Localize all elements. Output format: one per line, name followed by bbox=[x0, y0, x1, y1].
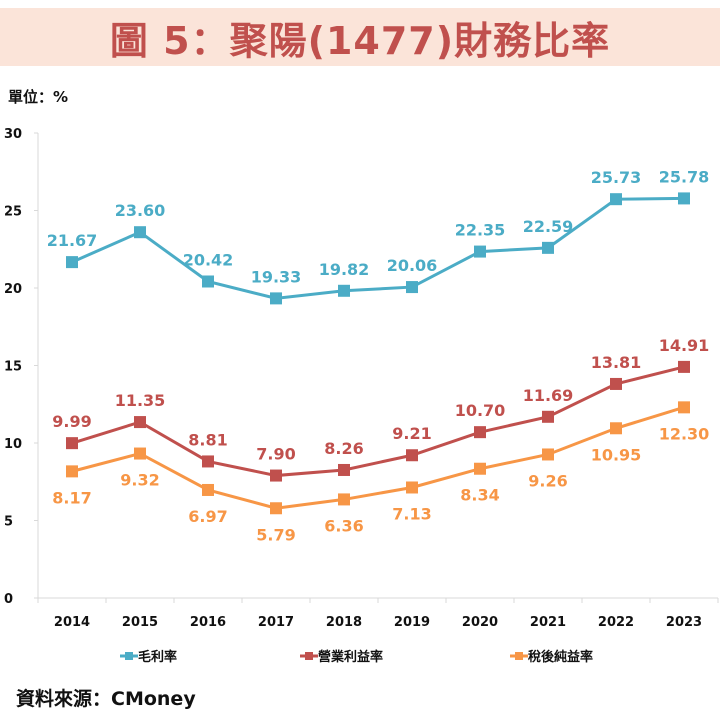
chart-title: 圖 5：聚陽(1477)財務比率 bbox=[109, 18, 611, 63]
data-label-3: 5.79 bbox=[256, 525, 295, 544]
legend-marker-1 bbox=[125, 652, 133, 660]
data-point-2 bbox=[134, 416, 146, 429]
data-label-2: 11.35 bbox=[115, 391, 166, 410]
data-label-1: 25.73 bbox=[591, 168, 642, 187]
data-label-3: 6.36 bbox=[324, 516, 363, 535]
data-label-3: 8.34 bbox=[460, 486, 499, 505]
data-point-3 bbox=[202, 483, 214, 496]
data-point-3 bbox=[66, 465, 78, 478]
data-label-2: 13.81 bbox=[591, 353, 642, 372]
y-tick-label: 20 bbox=[4, 282, 22, 297]
data-point-1 bbox=[338, 284, 350, 297]
data-label-1: 25.78 bbox=[659, 167, 710, 186]
data-point-2 bbox=[406, 449, 418, 462]
data-point-1 bbox=[474, 245, 486, 258]
data-point-3 bbox=[678, 401, 690, 414]
x-tick-label: 2020 bbox=[462, 615, 498, 630]
data-point-3 bbox=[338, 493, 350, 506]
data-point-1 bbox=[66, 256, 78, 269]
x-tick-label: 2022 bbox=[598, 615, 634, 630]
data-point-3 bbox=[542, 448, 554, 461]
series-line-1 bbox=[71, 196, 685, 300]
x-tick-label: 2023 bbox=[666, 615, 702, 630]
data-label-1: 23.60 bbox=[115, 201, 166, 220]
data-point-1 bbox=[610, 193, 622, 206]
data-point-1 bbox=[406, 281, 418, 294]
data-point-3 bbox=[134, 447, 146, 460]
legend-marker-2 bbox=[305, 652, 313, 660]
data-label-2: 8.26 bbox=[324, 439, 363, 458]
data-label-3: 9.32 bbox=[120, 471, 159, 490]
x-tick-label: 2016 bbox=[190, 615, 226, 630]
legend-label-2: 營業利益率 bbox=[318, 649, 383, 665]
data-label-1: 20.06 bbox=[387, 256, 438, 275]
series-line-2 bbox=[71, 365, 685, 478]
data-point-1 bbox=[134, 226, 146, 239]
data-point-1 bbox=[542, 241, 554, 254]
data-point-2 bbox=[270, 469, 282, 482]
data-point-2 bbox=[678, 360, 690, 373]
data-point-1 bbox=[270, 292, 282, 305]
data-label-1: 22.35 bbox=[455, 221, 506, 240]
series-line-3 bbox=[71, 405, 685, 510]
data-label-3: 7.13 bbox=[392, 504, 431, 523]
data-point-2 bbox=[610, 377, 622, 390]
data-label-3: 9.26 bbox=[528, 471, 567, 490]
data-label-3: 6.97 bbox=[188, 507, 227, 526]
data-label-2: 11.69 bbox=[523, 386, 574, 405]
legend-label-1: 毛利率 bbox=[138, 649, 177, 665]
data-point-3 bbox=[270, 502, 282, 515]
legend-marker-3 bbox=[515, 652, 523, 660]
data-label-2: 8.81 bbox=[188, 430, 227, 449]
data-label-1: 20.42 bbox=[183, 250, 234, 269]
x-tick-label: 2014 bbox=[54, 615, 90, 630]
data-label-1: 22.59 bbox=[523, 217, 574, 236]
x-tick-label: 2017 bbox=[258, 615, 294, 630]
data-point-2 bbox=[338, 463, 350, 476]
data-point-2 bbox=[474, 426, 486, 439]
y-tick-label: 0 bbox=[4, 592, 13, 607]
data-label-3: 12.30 bbox=[659, 424, 710, 443]
legend-label-3: 稅後純益率 bbox=[528, 649, 593, 665]
title-band: 圖 5：聚陽(1477)財務比率 bbox=[0, 8, 720, 66]
data-point-1 bbox=[202, 275, 214, 288]
data-label-2: 7.90 bbox=[256, 445, 295, 464]
data-point-3 bbox=[610, 422, 622, 435]
data-label-2: 14.91 bbox=[659, 336, 710, 355]
x-tick-label: 2015 bbox=[122, 615, 158, 630]
y-tick-label: 10 bbox=[4, 437, 22, 452]
data-label-3: 10.95 bbox=[591, 445, 642, 464]
y-tick-label: 5 bbox=[4, 515, 13, 530]
unit-label: 單位：% bbox=[8, 88, 69, 106]
y-tick-label: 25 bbox=[4, 205, 22, 220]
data-label-3: 8.17 bbox=[52, 488, 91, 507]
data-label-1: 21.67 bbox=[47, 231, 98, 250]
source-label: 資料來源：CMoney bbox=[16, 688, 196, 710]
data-point-3 bbox=[406, 481, 418, 494]
data-point-2 bbox=[66, 437, 78, 450]
data-point-1 bbox=[678, 192, 690, 205]
data-point-2 bbox=[202, 455, 214, 468]
data-point-3 bbox=[474, 462, 486, 475]
y-tick-label: 15 bbox=[4, 360, 22, 375]
y-tick-label: 30 bbox=[4, 127, 22, 142]
x-tick-label: 2021 bbox=[530, 615, 566, 630]
x-tick-label: 2019 bbox=[394, 615, 430, 630]
data-label-1: 19.33 bbox=[251, 267, 302, 286]
data-label-2: 9.21 bbox=[392, 424, 431, 443]
data-label-1: 19.82 bbox=[319, 260, 370, 279]
x-tick-label: 2018 bbox=[326, 615, 362, 630]
data-point-2 bbox=[542, 410, 554, 423]
data-label-2: 9.99 bbox=[52, 412, 91, 431]
data-label-2: 10.70 bbox=[455, 401, 506, 420]
